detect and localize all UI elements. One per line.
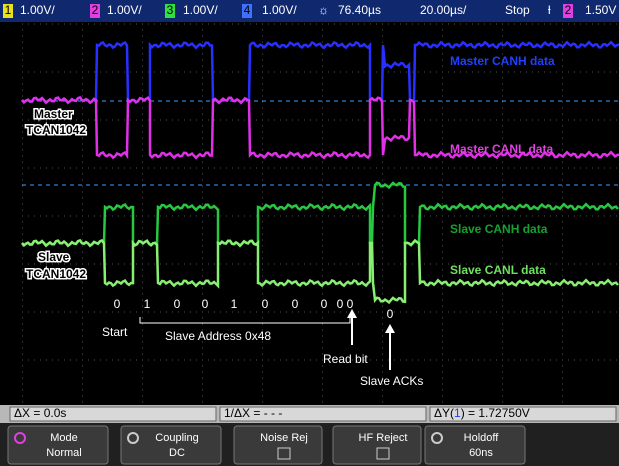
softkey-value[interactable]: 60ns [469,447,493,459]
ch3: 3 [167,3,174,17]
ch4-scale: 1.00V/ [262,3,297,17]
master-label: Master [34,107,73,121]
softkey-label[interactable]: Noise Rej [260,432,308,444]
delta-x: ΔX = 0.0s [14,406,66,420]
bit-label: 0 [337,297,344,311]
master-canl-label: Master CANL data [450,142,553,156]
softkey-label[interactable]: Coupling [155,432,198,444]
master-part: TCAN1042 [26,123,86,137]
softkey-value[interactable]: Normal [46,447,81,459]
softkey[interactable]: Mode Normal [8,426,108,464]
ch2: 2 [92,3,99,17]
bit-label: 0 [202,297,209,311]
sun-icon: ☼ [318,3,329,17]
bit-label: 0 [174,297,181,311]
page: {"top_bar": {"ch1": "1", "ch1_scale": "1… [0,0,619,466]
ch2-scale: 1.00V/ [107,3,142,17]
delta-y-prefix: ΔY( [434,406,454,420]
bit-label: 1 [231,297,238,311]
softkeys: Mode Normal Coupling DC Noise Rej HF Reject Ho… [8,426,525,464]
bit-label: 0 [114,297,121,311]
scope-screen: 1 1.00V/ 2 1.00V/ 3 1.00V/ 4 1.00V/ ☼ 76… [0,0,619,466]
softkey-value[interactable]: DC [169,447,185,459]
bit-label: 0 [262,297,269,311]
trigger-level: 1.50V [585,3,616,17]
slave-part: TCAN1042 [26,267,86,281]
acks-annotation: Slave ACKs [360,374,423,388]
ch1: 1 [5,3,12,17]
bit-label: 0 [292,297,299,311]
start-annotation: Start [102,325,128,339]
ch3-scale: 1.00V/ [183,3,218,17]
timebase: 20.00µs/ [420,3,467,17]
softkey[interactable]: HF Reject [333,426,421,464]
delta-y-prefix: ΔY(1) = 1.72750V [434,406,530,420]
master-canh-label: Master CANH data [450,54,555,68]
slave-canh-label: Slave CANH data [450,222,548,236]
ch4: 4 [244,3,251,17]
bit-label: 1 [144,297,151,311]
ack-bit: 0 [387,307,394,321]
delta-y-value: ) = 1.72750V [461,406,530,420]
trigger-source: 2 [565,3,572,17]
ch1-scale: 1.00V/ [20,3,55,17]
softkey-label[interactable]: HF Reject [359,432,408,444]
read-bit-annotation: Read bit [323,352,368,366]
softkey[interactable]: Coupling DC [121,426,221,464]
softkey[interactable]: Noise Rej [234,426,322,464]
slave-canl-label: Slave CANL data [450,263,546,277]
softkey[interactable]: Holdoff 60ns [425,426,525,464]
delay: 76.40µs [338,3,381,17]
softkey-label[interactable]: Mode [50,432,78,444]
softkey-label[interactable]: Holdoff [464,432,500,444]
address-annotation: Slave Address 0x48 [165,329,271,343]
inv-delta-x: 1/ΔX = - - - [224,406,282,420]
bit-label: 0 [347,297,354,311]
trigger-edge: ƚ [548,3,551,17]
run-state: Stop [505,3,530,17]
slave-label: Slave [38,250,70,264]
bit-label: 0 [321,297,328,311]
